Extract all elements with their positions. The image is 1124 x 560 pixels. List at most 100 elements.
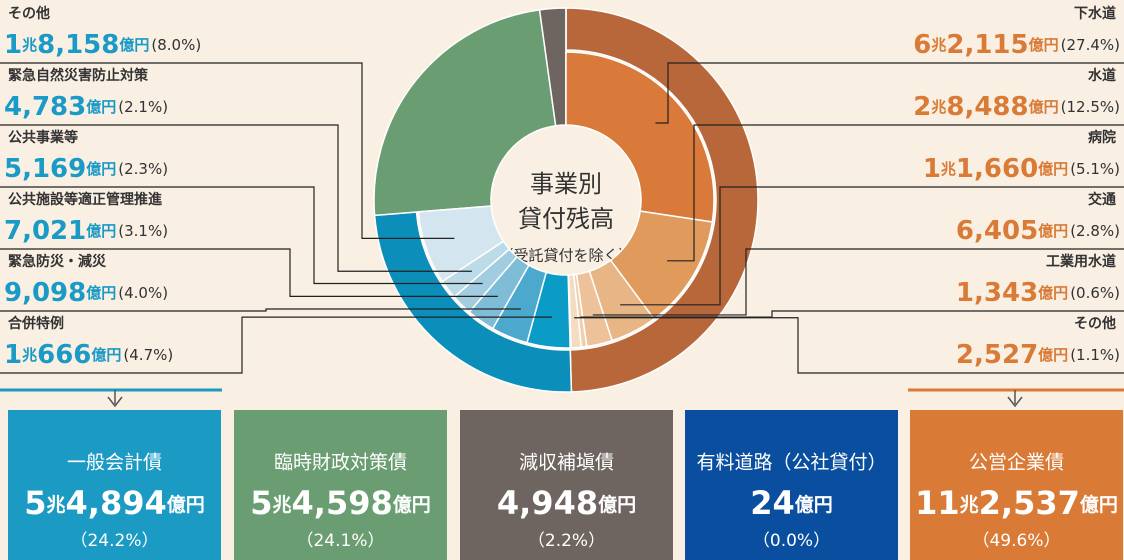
amount-unit: 億円: [86, 284, 116, 302]
leader-line: [0, 124, 472, 272]
amount-unit: 億円: [86, 222, 116, 240]
leader-line: [0, 316, 552, 374]
amount-number: 2,527: [956, 340, 1038, 370]
amount-unit: 億円: [1029, 36, 1059, 54]
amount-number: 8,488: [946, 92, 1028, 122]
group-box: [685, 410, 898, 560]
amount: 4,948億円: [497, 484, 636, 522]
amount: 2兆8,488億円 (12.5%): [913, 92, 1120, 122]
amount-number: 8,158: [37, 30, 119, 60]
amount-unit: 兆: [960, 494, 979, 516]
amount-unit: 兆: [273, 494, 292, 516]
percent-label: (5.1%): [1070, 160, 1120, 178]
amount-unit: 億円: [91, 346, 121, 364]
amount: 9,098億円 (4.0%): [4, 278, 168, 308]
amount-number: 6: [913, 30, 931, 60]
amount-number: 1: [4, 340, 22, 370]
leader-line: [580, 310, 1124, 318]
percent-label: （0.0%）: [753, 531, 830, 551]
center-title: 事業別: [530, 170, 602, 198]
amount: 6兆2,115億円 (27.4%): [913, 30, 1120, 60]
amount-number: 1: [4, 30, 22, 60]
percent-label: （24.2%）: [70, 531, 158, 551]
leader-line: [667, 124, 1124, 262]
group-box: [8, 410, 221, 560]
amount-number: 5: [250, 484, 272, 522]
leader-line: [0, 248, 498, 297]
amount-unit: 億円: [1038, 284, 1068, 302]
category-label: 公共施設等適正管理推進: [8, 191, 162, 208]
outer-segment: [373, 8, 557, 217]
amount-number: 2,115: [946, 30, 1028, 60]
amount-unit: 億円: [86, 160, 116, 178]
leader-line: [620, 186, 1124, 306]
outer-segment: [565, 7, 759, 393]
amount: 5兆4,894億円: [24, 484, 205, 522]
leader-line: [592, 248, 1124, 316]
amount-unit: 兆: [47, 494, 66, 516]
amount: 2,527億円 (1.1%): [956, 340, 1120, 370]
amount: 4,783億円 (2.1%): [4, 92, 168, 122]
amount-number: 1,660: [956, 154, 1038, 184]
amount-unit: 兆: [941, 160, 956, 178]
category-label: その他: [8, 5, 50, 22]
amount-number: 11: [915, 484, 960, 522]
category-label: その他: [1074, 315, 1116, 332]
amount-number: 7,021: [4, 216, 86, 246]
percent-label: (1.1%): [1070, 346, 1120, 364]
amount-number: 4,948: [497, 484, 598, 522]
amount: 7,021億円 (3.1%): [4, 216, 168, 246]
category-label: 合併特例: [8, 315, 64, 332]
group-title: 一般会計債: [67, 452, 162, 474]
amount: 1兆8,158億円 (8.0%): [4, 30, 201, 60]
amount-unit: 億円: [1029, 98, 1059, 116]
amount-unit: 億円: [167, 493, 205, 516]
inner-segment: [565, 51, 715, 223]
arrow-head: [1007, 396, 1023, 408]
category-label: 緊急防災・減災: [8, 253, 107, 270]
percent-label: (4.0%): [118, 284, 168, 302]
amount-unit: 兆: [22, 36, 37, 54]
percent-label: (2.1%): [118, 98, 168, 116]
amount-unit: 億円: [1080, 493, 1118, 516]
amount-number: 2: [913, 92, 931, 122]
category-label: 交通: [1088, 191, 1116, 208]
amount-unit: 兆: [22, 346, 37, 364]
amount-unit: 億円: [598, 493, 636, 516]
percent-label: (3.1%): [118, 222, 168, 240]
leader-line: [0, 186, 483, 285]
amount: 5兆4,598億円: [250, 484, 431, 522]
percent-label: (12.5%): [1061, 98, 1120, 116]
category-label: 下水道: [1074, 5, 1116, 22]
group-title: 減収補塡債: [519, 452, 614, 474]
amount-number: 5: [24, 484, 46, 522]
arrow-head: [107, 396, 123, 408]
amount-number: 1,343: [956, 278, 1038, 308]
group-box: [234, 410, 447, 560]
amount-unit: 兆: [931, 98, 946, 116]
category-label: 緊急自然災害防止対策: [8, 67, 149, 84]
amount: 5,169億円 (2.3%): [4, 154, 168, 184]
amount: 11兆2,537億円: [915, 484, 1118, 522]
category-label: 工業用水道: [1046, 253, 1116, 270]
amount-unit: 億円: [795, 493, 833, 516]
group-box: [460, 410, 673, 560]
amount-number: 5,169: [4, 154, 86, 184]
center-title: 貸付残高: [518, 205, 614, 233]
percent-label: (27.4%): [1061, 36, 1120, 54]
category-label: 公共事業等: [8, 129, 78, 146]
amount-unit: 億円: [393, 493, 431, 516]
amount-unit: 億円: [119, 36, 149, 54]
amount-number: 4,783: [4, 92, 86, 122]
group-title: 公営企業債: [969, 452, 1064, 474]
category-label: 水道: [1088, 67, 1116, 84]
percent-label: (0.6%): [1070, 284, 1120, 302]
leader-line: [655, 62, 1124, 124]
amount-number: 4,598: [292, 484, 393, 522]
amount-unit: 兆: [931, 36, 946, 54]
amount-number: 9,098: [4, 278, 86, 308]
amount: 24億円: [750, 484, 833, 522]
amount: 1兆666億円 (4.7%): [4, 340, 173, 370]
leader-line: [0, 62, 455, 239]
